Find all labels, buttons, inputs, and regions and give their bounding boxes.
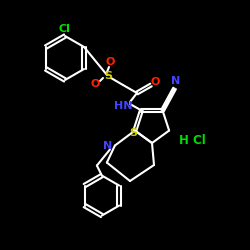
Text: S: S	[129, 128, 137, 138]
Text: O: O	[90, 79, 100, 89]
Text: N: N	[171, 76, 180, 86]
Text: H Cl: H Cl	[178, 134, 206, 146]
Text: Cl: Cl	[58, 24, 70, 34]
Text: N: N	[103, 140, 113, 150]
Text: O: O	[105, 57, 115, 67]
Text: HN: HN	[114, 101, 132, 111]
Text: S: S	[104, 71, 112, 81]
Text: O: O	[150, 77, 160, 87]
